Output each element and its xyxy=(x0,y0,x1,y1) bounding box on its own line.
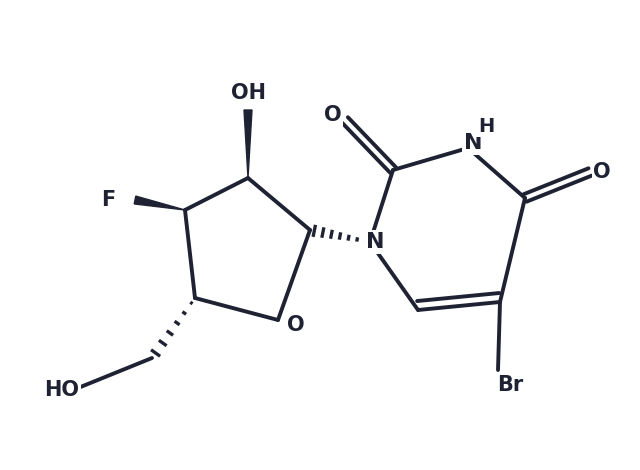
Text: HO: HO xyxy=(45,380,79,400)
Text: F: F xyxy=(101,190,115,210)
Text: O: O xyxy=(287,315,305,335)
Text: O: O xyxy=(593,162,611,182)
Text: OH: OH xyxy=(230,83,266,103)
Text: N: N xyxy=(365,232,384,252)
Text: H: H xyxy=(478,117,494,135)
Text: Br: Br xyxy=(497,375,523,395)
Polygon shape xyxy=(134,196,185,210)
Text: O: O xyxy=(324,105,342,125)
Text: N: N xyxy=(464,133,483,153)
Polygon shape xyxy=(244,110,252,178)
